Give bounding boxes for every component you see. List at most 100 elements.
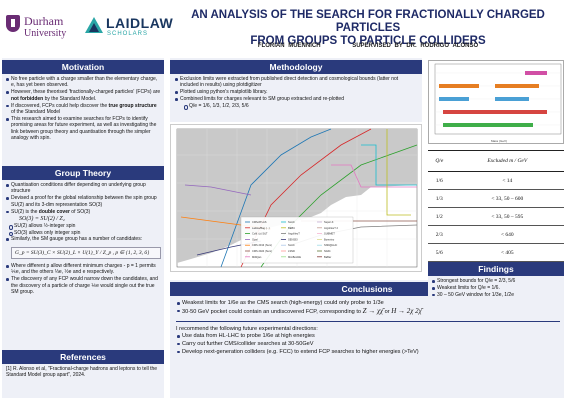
results-table-panel: Q/e Excluded m / GeV 1/6 < 14 1/3 < 33, 50… xyxy=(428,150,564,262)
title-line-1: AN ANALYSIS OF THE SEARCH FOR FRACTIONAL… xyxy=(191,9,545,34)
motivation-heading: Motivation xyxy=(2,60,164,74)
left-column: Motivation No free particle with a charg… xyxy=(2,58,164,398)
legend-label: MilliQan xyxy=(252,255,262,259)
bar-5-6 xyxy=(443,123,533,127)
bar-1-6 xyxy=(525,71,547,75)
findings-bullet-3: 30 – 50 GeV window for 1/3e, 1/2e xyxy=(431,292,561,298)
conclusions-bullet-1: Weakest limits for 1/6e as the CMS searc… xyxy=(176,300,560,307)
durham-sub: University xyxy=(24,28,67,39)
charges-list: Q/e = 1/6, 1/3, 1/2, 2/3, 5/6 xyxy=(184,103,418,110)
durham-name: Durham xyxy=(24,14,64,28)
poster-title: AN ANALYSIS OF THE SEARCH FOR FRACTIONAL… xyxy=(172,9,564,48)
recommendation-1: Use data from HL-LHC to probe 1/6e at hi… xyxy=(176,333,560,340)
conclusions-divider xyxy=(176,320,560,322)
motivation-bullet-2: However, these theorised 'fractionally-c… xyxy=(5,89,161,102)
group-theory-bullet-4: Similarly, the SM gauge group has a numb… xyxy=(5,236,161,242)
legend-label: Super-K xyxy=(324,220,334,224)
group-theory-bullet-3: SU(2) is the double cover of SO(3) xyxy=(5,209,161,215)
methodology-bullet-2: Plotted using python's matplotlib librar… xyxy=(174,89,418,95)
motivation-bullet-3: If discovered, FCPs could help discover … xyxy=(5,103,161,116)
legend-label: SND@LHC xyxy=(324,243,337,247)
group-theory-bullet-1: Quantisation conditions differ depending… xyxy=(5,182,161,195)
plot-legend xyxy=(240,216,354,264)
references-heading: References xyxy=(2,350,164,364)
sm-gauge-equation: G_p = SU(3)_C × SU(2)_L × U(1)_Y / Z_p ,… xyxy=(11,246,161,260)
authors-line: FLORIAN MUENNICH SUPERVISED BY DR. RODRI… xyxy=(172,43,564,49)
poster-header: Durham University LAIDLAW SCHOLARS AN AN… xyxy=(0,0,566,58)
results-table: Q/e Excluded m / GeV 1/6 < 14 1/3 < 33, 50… xyxy=(428,150,564,262)
group-theory-bullet-6: The discovery of any FCP would narrow do… xyxy=(5,276,161,295)
laidlaw-mark-icon xyxy=(85,17,103,33)
recommendation-3: Develop next-generation colliders (e.g. … xyxy=(176,349,560,356)
legend-label: LSND xyxy=(288,249,295,253)
table-row: 1/3 < 33, 50 – 600 xyxy=(428,189,564,208)
group-theory-bullet-2: Devised a proof for the global relations… xyxy=(5,195,161,208)
so3-equation: SO(3) = SU(2) / Z₂ xyxy=(19,216,65,223)
methodology-bullet-3: Combined limits for charges relevant to … xyxy=(174,96,418,102)
legend-label: ArgoNeuT 2 xyxy=(324,226,338,230)
bar-chart-xlabel: Mass (GeV) xyxy=(491,139,507,143)
recommendation-intro: I recommend the following future experim… xyxy=(176,325,318,332)
laidlaw-name: LAIDLAW xyxy=(106,15,174,31)
legend-label: CMS/ATLAS xyxy=(252,220,267,224)
table-row: 5/6 < 405 xyxy=(428,243,564,262)
author-name: FLORIAN MUENNICH xyxy=(257,43,321,49)
laidlaw-sub: SCHOLARS xyxy=(107,31,149,37)
findings-bullet-2: Weakest limits for Q/e = 1/6. xyxy=(431,285,561,291)
bar-2-3 xyxy=(443,110,547,114)
legend-label: CMS 2013 (Sum) xyxy=(252,243,272,247)
mass-exclusion-bar-chart: Mass (GeV) xyxy=(428,60,564,144)
so3-spin-note: SO(3) allows only integer spin xyxy=(9,230,161,237)
group-theory-bullet-5: Where different p allow different minimu… xyxy=(5,263,161,276)
bar-1-2-extra xyxy=(439,97,469,101)
reference-1: [1] R. Alonso et al, "Fractional-charge … xyxy=(6,366,158,379)
motivation-body: No free particle with a charge smaller t… xyxy=(5,76,161,142)
col-header-charge: Q/e xyxy=(428,150,451,172)
group-theory-body: Quantisation conditions differ depending… xyxy=(5,182,161,296)
findings-bullet-1: Strongest bounds for Q/e = 2/3, 5/6 xyxy=(431,278,561,284)
methodology-heading: Methodology xyxy=(170,60,422,74)
durham-university-logo: Durham University xyxy=(6,13,80,47)
findings-panel: Findings Strongest bounds for Q/e = 2/3,… xyxy=(428,262,564,300)
bar-1-3-extra xyxy=(495,84,539,88)
legend-label: ArgoNeuT xyxy=(288,232,300,236)
supervisor-name: SUPERVISED BY DR. RODRIGO ALONSO xyxy=(352,43,479,49)
legend-label: MiniBooNE xyxy=(288,255,301,259)
methodology-panel: Methodology Exclusion limits were extrac… xyxy=(170,58,422,122)
conclusions-body: Weakest limits for 1/6e as the CMS searc… xyxy=(176,300,560,356)
legend-label: SLAC xyxy=(288,243,295,247)
bar-1-3 xyxy=(439,84,479,88)
legend-label: SLAC xyxy=(288,220,295,224)
table-row: 1/6 < 14 xyxy=(428,171,564,190)
findings-heading: Findings xyxy=(428,262,564,276)
exclusion-plot-svg: CMS/ATLAS Lattice/Bag (...) Colli. (o) S&T… xyxy=(176,128,418,268)
motivation-bullet-1: No free particle with a charge smaller t… xyxy=(5,76,161,89)
col-header-mass: Excluded m / GeV xyxy=(450,150,564,172)
table-row: 1/2 < 33, 50 – 595 xyxy=(428,207,564,226)
motivation-bullet-4: This research aimed to examine searches … xyxy=(5,116,161,142)
methodology-bullet-1: Exclusion limits were extracted from pub… xyxy=(174,76,418,89)
group-theory-heading: Group Theory xyxy=(2,166,164,180)
legend-label: BaBar xyxy=(324,255,331,259)
legend-label: NA64 xyxy=(324,249,331,253)
legend-label: Colli. (o) S&T xyxy=(252,232,268,236)
exclusion-limits-plot: CMS/ATLAS Lattice/Bag (...) Colli. (o) S&T… xyxy=(170,124,422,272)
su2-spin-note: SU(2) allows ½-integer spin xyxy=(9,223,161,231)
conclusions-bullet-2: 30-50 GeV pocket could contain an undisc… xyxy=(176,307,560,316)
laidlaw-scholars-logo: LAIDLAW SCHOLARS xyxy=(84,12,174,46)
legend-label: SENSEI xyxy=(288,237,298,241)
table-row: 2/3 < 640 xyxy=(428,225,564,244)
methodology-body: Exclusion limits were extracted from pub… xyxy=(174,76,418,110)
title-line-2: FROM GROUPS TO PARTICLE COLLIDERS xyxy=(250,35,486,47)
legend-label: CMS 2024 (Sum) xyxy=(252,249,272,253)
legend-label: Opal xyxy=(252,237,258,241)
durham-crest-icon xyxy=(6,15,20,32)
bar-1-2 xyxy=(495,97,529,101)
legend-label: Lattice/Bag (...) xyxy=(252,226,270,230)
legend-label: Borexino xyxy=(324,237,335,241)
recommendation-2: Carry out further CMS/collider searches … xyxy=(176,341,560,348)
legend-label: SUBMET xyxy=(324,232,335,236)
legend-label: BEBC xyxy=(288,226,295,230)
findings-body: Strongest bounds for Q/e = 2/3, 5/6 Weak… xyxy=(431,278,561,299)
bar-chart-svg: Mass (GeV) xyxy=(434,63,562,143)
